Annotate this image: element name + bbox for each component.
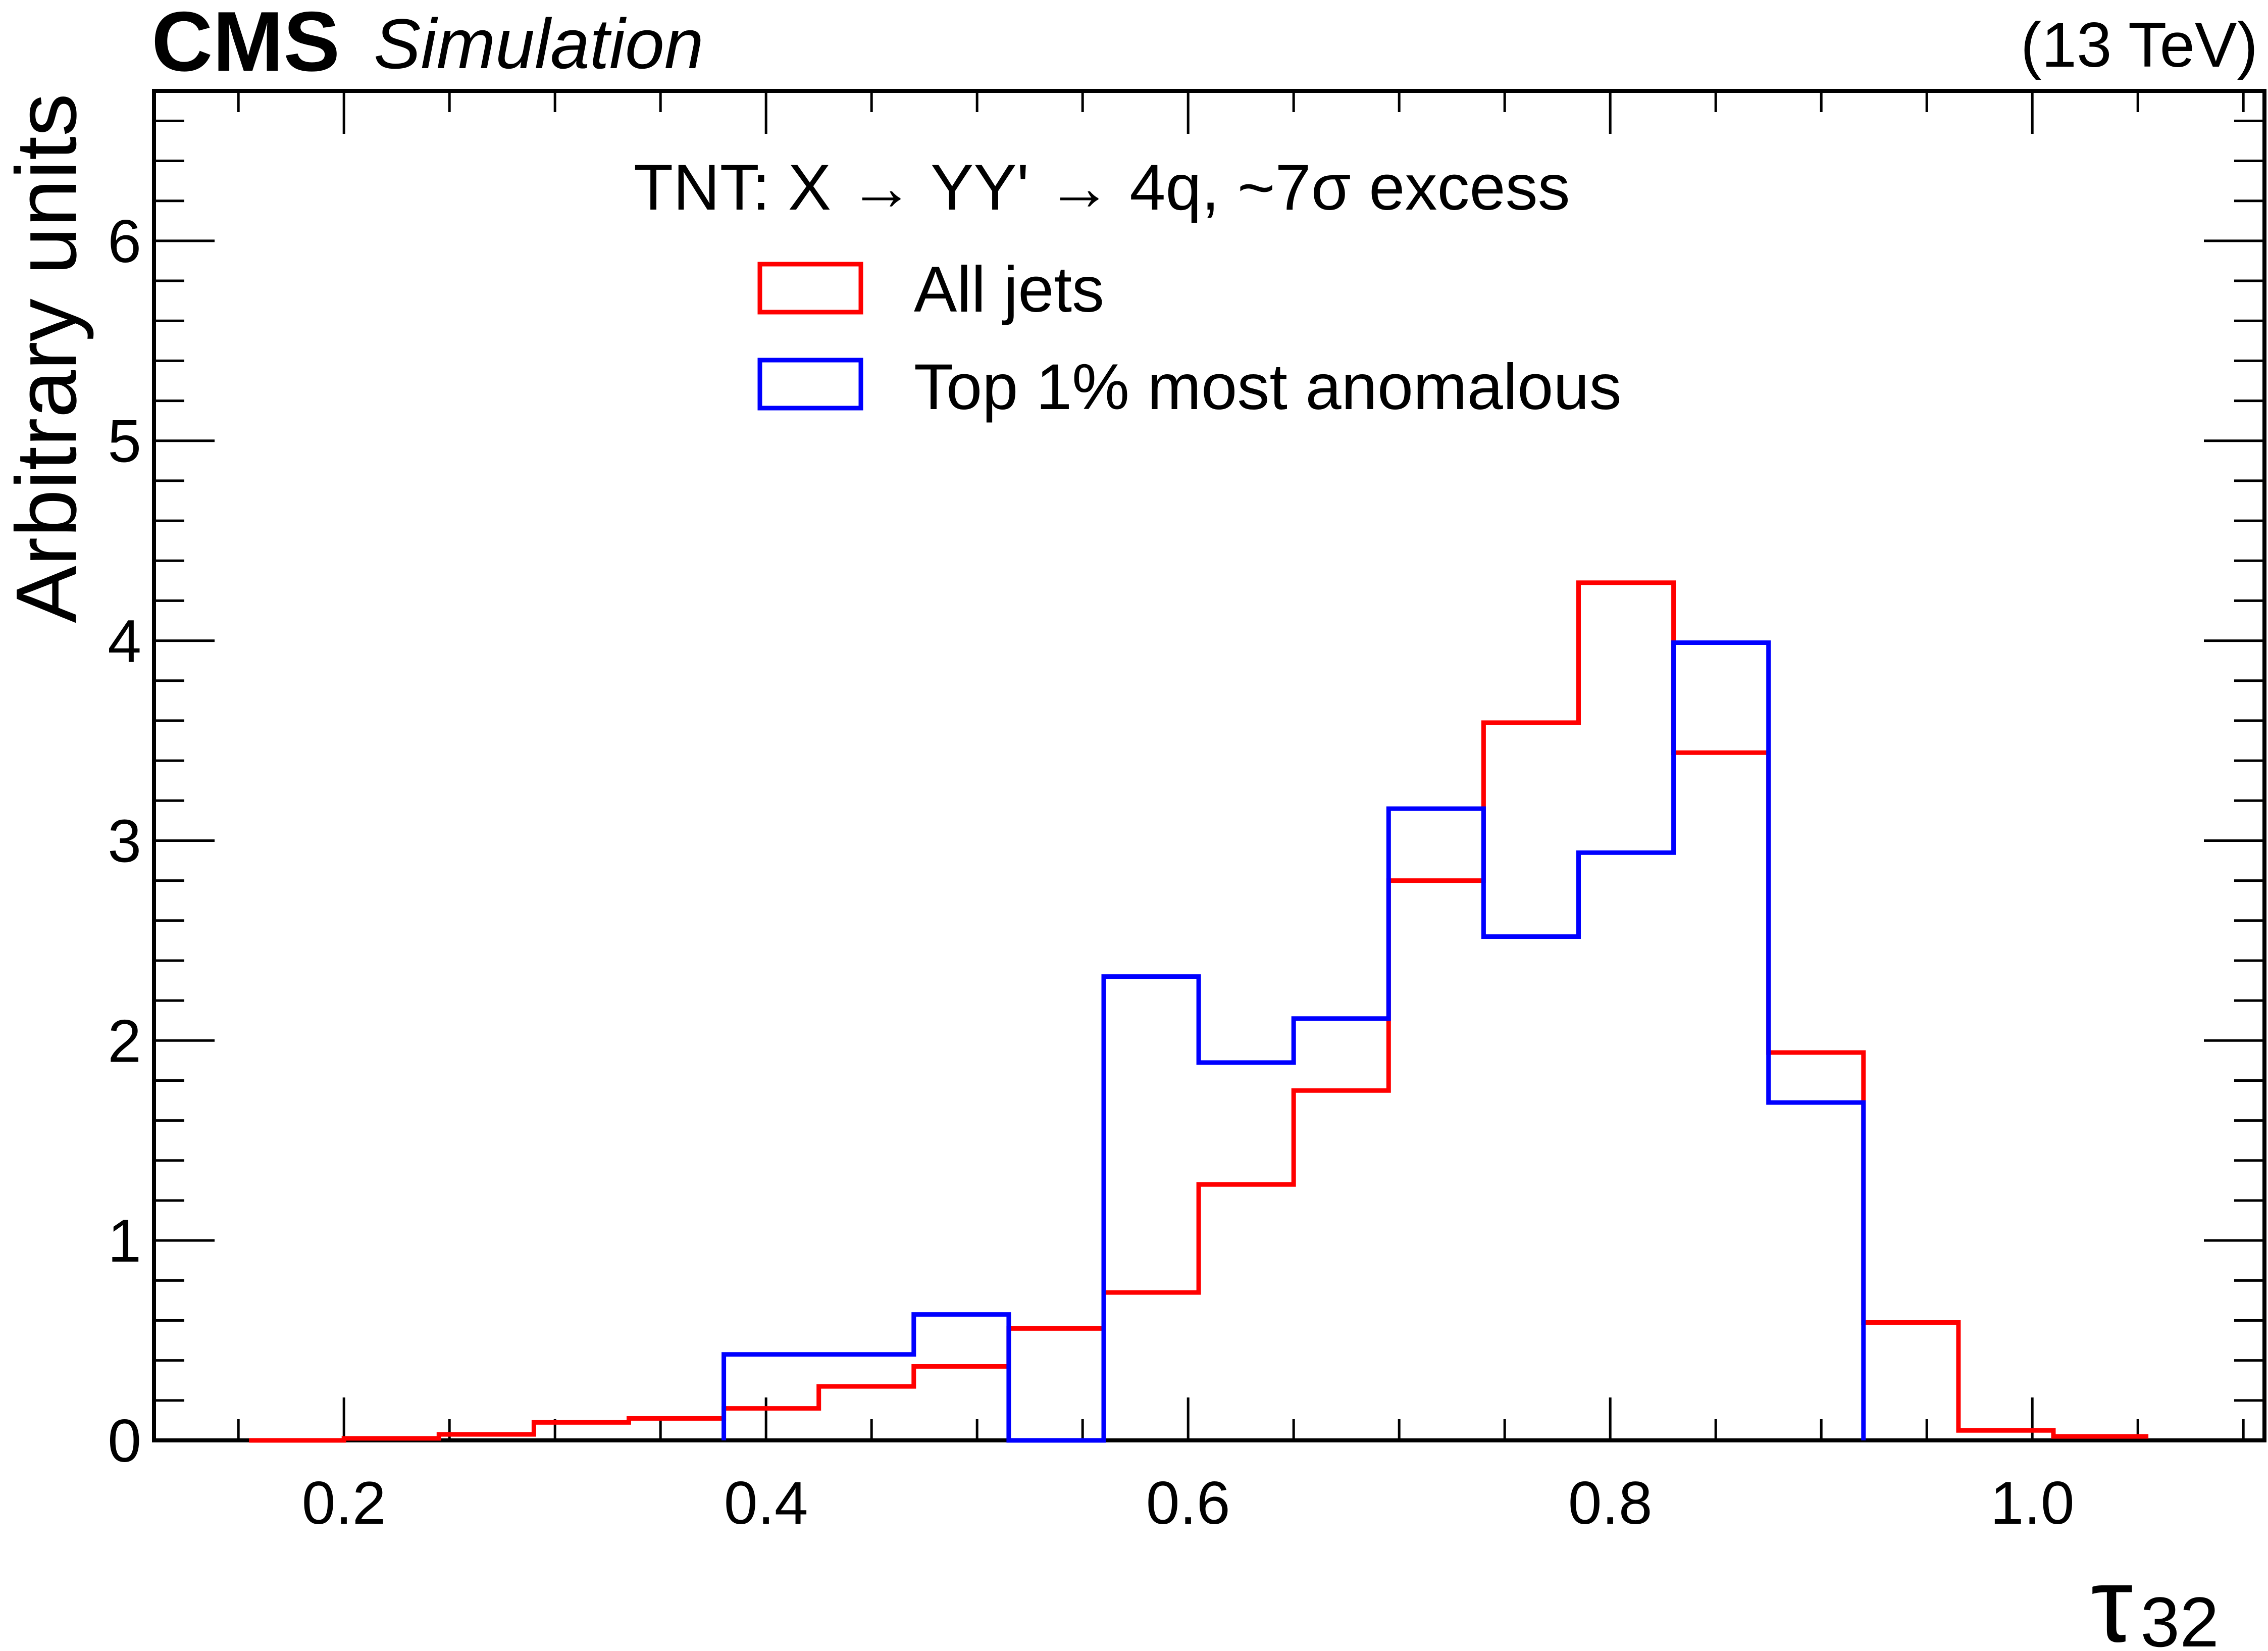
y-tick-label: 3 — [108, 807, 141, 875]
plot-frame — [152, 89, 2266, 1442]
y-tick-label: 4 — [108, 608, 141, 675]
x-tick-label: 0.2 — [302, 1469, 386, 1537]
x-axis-title-subscript: 32 — [2140, 1582, 2219, 1651]
x-tick-label: 1.0 — [1990, 1469, 2075, 1537]
y-axis-title: Arbitrary units — [0, 93, 94, 623]
legend-swatch-top-anomalous — [757, 358, 863, 411]
legend-label-top-anomalous: Top 1% most anomalous — [914, 351, 1622, 423]
y-tick-label: 2 — [108, 1007, 141, 1075]
series-top-1-most-anomalous — [721, 640, 1866, 1443]
legend-swatch-all-jets — [757, 262, 863, 315]
legend-label-all-jets: All jets — [914, 254, 1104, 326]
experiment-label: CMS — [151, 0, 340, 89]
y-tick-labels: 0 1 2 3 4 5 6 — [108, 208, 141, 1475]
x-tick-label: 0.4 — [724, 1469, 808, 1537]
legend-header: TNT: X → YY' → 4q, ~7σ excess — [634, 152, 1570, 224]
series-all-jets — [249, 580, 2149, 1443]
legend: TNT: X → YY' → 4q, ~7σ excess All jets T… — [634, 152, 1622, 423]
simulation-label: Simulation — [374, 4, 704, 83]
y-tick-label: 1 — [108, 1207, 141, 1275]
x-tick-labels: 0.2 0.4 0.6 0.8 1.0 — [302, 1469, 2075, 1537]
series-layer — [249, 580, 2149, 1443]
x-tick-label: 0.8 — [1568, 1469, 1653, 1537]
y-tick-label: 6 — [108, 208, 141, 275]
y-tick-label: 5 — [108, 408, 141, 475]
x-axis-title-symbol: τ — [2091, 1545, 2133, 1651]
x-axis-title: τ 32 — [2091, 1545, 2219, 1651]
y-tick-label: 0 — [108, 1407, 141, 1475]
axis-ticks — [154, 91, 2264, 1442]
x-tick-label: 0.6 — [1146, 1469, 1230, 1537]
energy-label: (13 TeV) — [2021, 10, 2258, 80]
